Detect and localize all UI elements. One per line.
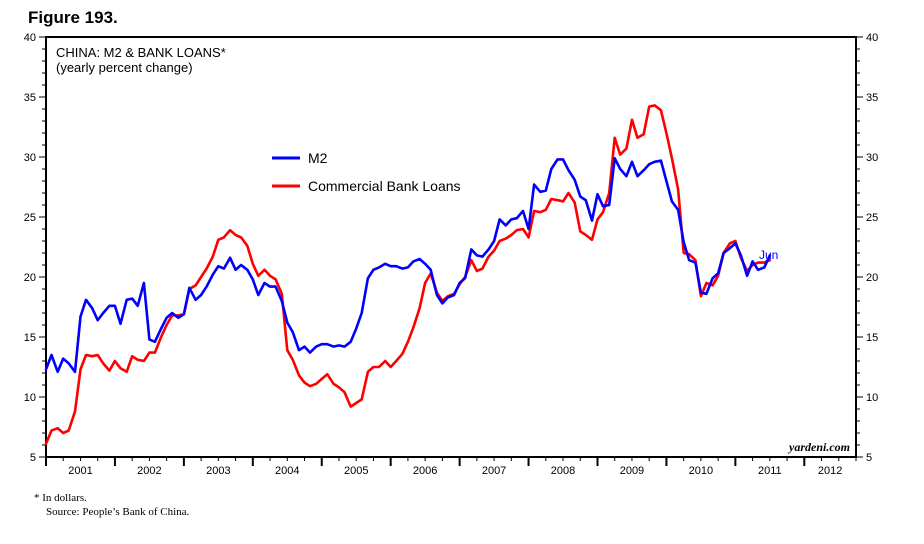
latest-month-annotation: Jun bbox=[759, 248, 778, 262]
x-axis: 2001 2002 2003 2004 2005 2006 2007 2008 2009 2010… bbox=[45, 457, 857, 477]
y-tick-label-right: 10 bbox=[866, 392, 878, 404]
x-tick-label: 2002 bbox=[137, 465, 161, 477]
chart-title: CHINA: M2 & BANK LOANS* bbox=[56, 45, 226, 60]
y-tick-label-right: 35 bbox=[866, 92, 878, 104]
x-tick-label: 2012 bbox=[818, 465, 842, 477]
x-tick-label: 2003 bbox=[206, 465, 230, 477]
chart-subtitle: (yearly percent change) bbox=[56, 60, 193, 75]
x-tick-label: 2004 bbox=[275, 465, 299, 477]
source-note: Source: People’s Bank of China. bbox=[46, 506, 190, 518]
series-layer bbox=[44, 104, 772, 446]
legend-label-m2: M2 bbox=[308, 150, 328, 166]
x-tick-label: 2011 bbox=[758, 465, 782, 477]
series-line-bank-loans bbox=[44, 104, 772, 446]
x-tick-label: 2006 bbox=[413, 465, 437, 477]
y-tick-label-left: 30 bbox=[24, 152, 36, 164]
x-tick-label: 2009 bbox=[620, 465, 644, 477]
x-tick-label: 2008 bbox=[551, 465, 575, 477]
y-tick-label-right: 25 bbox=[866, 212, 878, 224]
y-tick-label-right: 40 bbox=[866, 32, 878, 44]
legend-label-loans: Commercial Bank Loans bbox=[308, 178, 461, 194]
x-tick-label: 2005 bbox=[344, 465, 368, 477]
y-axis-left: 5 10 15 20 25 30 35 40 bbox=[24, 32, 46, 464]
y-tick-label-left: 10 bbox=[24, 392, 36, 404]
x-tick-label: 2010 bbox=[689, 465, 713, 477]
figure-label: Figure 193. bbox=[28, 8, 118, 27]
y-tick-label-left: 5 bbox=[30, 452, 36, 464]
y-tick-label-right: 30 bbox=[866, 152, 878, 164]
legend: M2 Commercial Bank Loans bbox=[272, 150, 461, 194]
y-axis-right: 5 10 15 20 25 30 35 40 bbox=[856, 32, 878, 464]
y-tick-label-left: 20 bbox=[24, 272, 36, 284]
footnote: * In dollars. bbox=[34, 492, 87, 504]
y-tick-label-right: 15 bbox=[866, 332, 878, 344]
series-line-m2 bbox=[44, 156, 772, 374]
y-tick-label-left: 40 bbox=[24, 32, 36, 44]
y-tick-label-right: 5 bbox=[866, 452, 872, 464]
x-tick-label: 2001 bbox=[68, 465, 92, 477]
y-tick-label-right: 20 bbox=[866, 272, 878, 284]
x-tick-label: 2007 bbox=[482, 465, 506, 477]
watermark: yardeni.com bbox=[787, 440, 850, 454]
plot-frame bbox=[45, 36, 857, 458]
y-tick-label-left: 25 bbox=[24, 212, 36, 224]
line-chart: 5 10 15 20 25 30 35 40 5 10 15 20 25 30 35 40 2001 2002… bbox=[24, 32, 879, 477]
y-tick-label-left: 15 bbox=[24, 332, 36, 344]
y-tick-label-left: 35 bbox=[24, 92, 36, 104]
